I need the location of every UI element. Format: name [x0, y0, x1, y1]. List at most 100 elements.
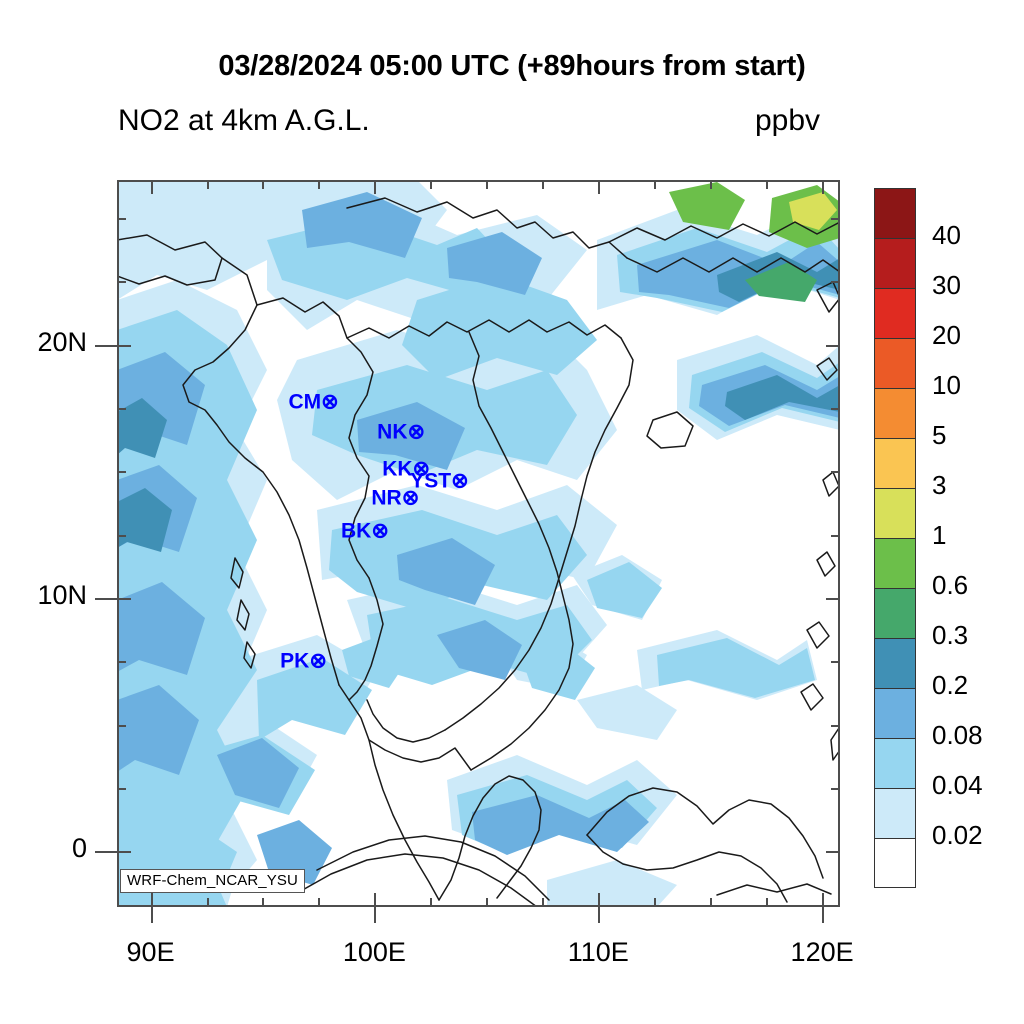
- colorbar-tick-label: 30: [932, 270, 961, 300]
- colorbar-tick-label: 10: [932, 370, 961, 400]
- axis-tick: [542, 180, 545, 189]
- y-axis-label: 0: [71, 833, 87, 864]
- colorbar-band: [874, 288, 916, 338]
- axis-tick: [117, 724, 126, 727]
- station-cross-circle-icon: ⊗: [451, 469, 469, 493]
- colorbar-tick-label: 0.3: [932, 620, 969, 650]
- station-marker-pk[interactable]: PK⊗: [280, 651, 327, 672]
- axis-tick: [206, 898, 209, 907]
- colorbar-tick-label: 1: [932, 520, 947, 550]
- axis-tick: [117, 217, 126, 220]
- axis-tick: [831, 787, 840, 790]
- colorbar-tick-label: 40: [932, 220, 961, 250]
- station-marker-nk[interactable]: NK⊗: [377, 422, 425, 443]
- field-subtitle: NO2 at 4km A.G.L.: [118, 104, 370, 137]
- colorbar-band: [874, 488, 916, 538]
- station-label: KK: [382, 457, 413, 481]
- station-cross-circle-icon: ⊗: [407, 420, 426, 444]
- axis-tick: [117, 597, 131, 600]
- colorbar-band: [874, 388, 916, 438]
- x-axis-label: 100E: [342, 937, 406, 967]
- page-title: 03/28/2024 05:00 UTC (+89hours from star…: [218, 50, 806, 82]
- axis-tick: [486, 180, 489, 189]
- colorbar-band: [874, 838, 916, 888]
- axis-tick: [150, 907, 153, 923]
- axis-tick: [822, 180, 825, 194]
- axis-tick: [826, 851, 840, 854]
- axis-tick: [766, 898, 769, 907]
- axis-tick: [486, 898, 489, 907]
- station-marker-cm[interactable]: CM⊗: [289, 391, 339, 412]
- station-cross-circle-icon: ⊗: [321, 390, 339, 414]
- colorbar-tick-label: 0.6: [932, 570, 969, 600]
- axis-tick: [262, 898, 265, 907]
- station-marker-nr[interactable]: NR⊗: [371, 487, 419, 508]
- axis-tick: [831, 217, 840, 220]
- contour-field: [117, 180, 840, 907]
- axis-tick: [654, 180, 657, 189]
- axis-tick: [831, 407, 840, 410]
- axis-tick: [262, 180, 265, 189]
- axis-tick: [117, 471, 126, 474]
- station-label: BK: [341, 519, 372, 543]
- colorbar-band: [874, 188, 916, 238]
- x-axis-label: 110E: [567, 937, 629, 967]
- map-panel: WRF-Chem_NCAR_YSU: [117, 180, 840, 907]
- colorbar-band: [874, 438, 916, 488]
- axis-tick: [766, 180, 769, 189]
- station-label: CM: [288, 390, 322, 414]
- colorbar-tick-label: 5: [932, 420, 947, 450]
- axis-tick: [117, 344, 131, 347]
- axis-tick: [117, 851, 131, 854]
- colorbar-band: [874, 338, 916, 388]
- axis-tick: [822, 893, 825, 907]
- station-marker-bk[interactable]: BK⊗: [341, 521, 389, 542]
- axis-tick: [710, 180, 713, 189]
- axis-tick: [374, 893, 377, 907]
- colorbar-tick-label: 0.02: [932, 820, 983, 850]
- axis-tick: [831, 534, 840, 537]
- axis-tick: [95, 597, 117, 600]
- axis-tick: [150, 893, 153, 907]
- colorbar-band: [874, 538, 916, 588]
- colorbar-tick-label: 0.04: [932, 770, 983, 800]
- axis-tick: [117, 787, 126, 790]
- axis-tick: [318, 898, 321, 907]
- axis-tick: [374, 907, 377, 923]
- axis-tick: [831, 471, 840, 474]
- axis-tick: [117, 407, 126, 410]
- axis-tick: [117, 281, 126, 284]
- colorbar-tick-label: 0.2: [932, 670, 969, 700]
- axis-tick: [95, 344, 117, 347]
- station-label: NK: [377, 420, 408, 444]
- axis-tick: [654, 898, 657, 907]
- axis-tick: [430, 898, 433, 907]
- axis-tick: [826, 597, 840, 600]
- model-watermark: WRF-Chem_NCAR_YSU: [120, 869, 305, 893]
- axis-tick: [117, 661, 126, 664]
- axis-tick: [374, 180, 377, 194]
- colorbar-band: [874, 238, 916, 288]
- axis-tick: [831, 724, 840, 727]
- colorbar-band: [874, 588, 916, 638]
- station-marker-yst[interactable]: YST⊗: [410, 470, 468, 491]
- axis-tick: [430, 180, 433, 189]
- station-label: NR: [371, 486, 402, 510]
- axis-tick: [822, 907, 825, 923]
- station-cross-circle-icon: ⊗: [412, 457, 431, 481]
- colorbar: [874, 188, 916, 888]
- station-label: PK: [280, 649, 310, 673]
- y-axis-label: 10N: [37, 579, 87, 610]
- colorbar-band: [874, 688, 916, 738]
- axis-tick: [826, 344, 840, 347]
- colorbar-band: [874, 738, 916, 788]
- colorbar-tick-label: 0.08: [932, 720, 983, 750]
- station-label: YST: [410, 469, 452, 493]
- map-frame: [117, 180, 840, 907]
- station-marker-kk[interactable]: KK⊗: [382, 459, 430, 480]
- colorbar-tick-label: 20: [932, 320, 961, 350]
- axis-tick: [831, 661, 840, 664]
- station-cross-circle-icon: ⊗: [401, 486, 420, 510]
- colorbar-band: [874, 638, 916, 688]
- units-label: ppbv: [755, 104, 821, 137]
